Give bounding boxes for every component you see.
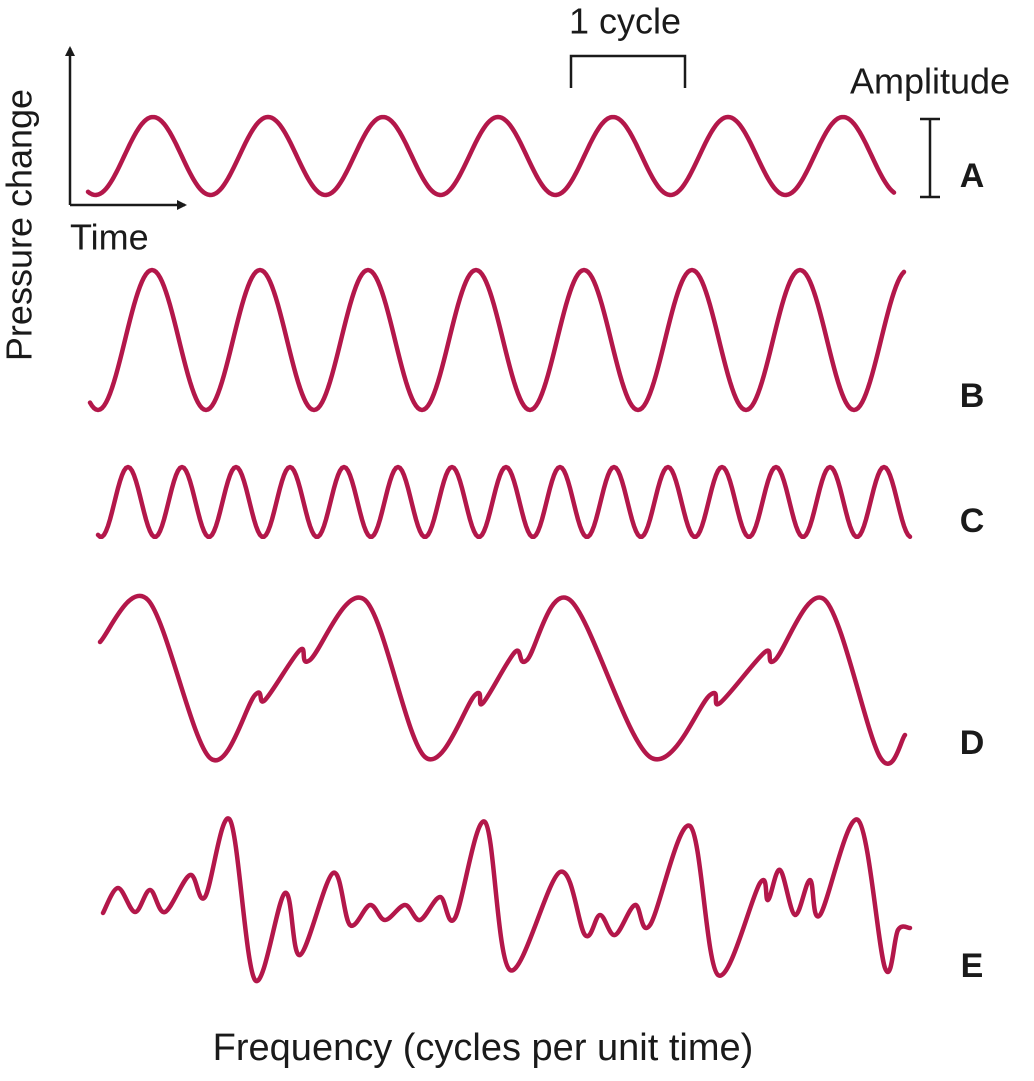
waveform (95, 464, 913, 540)
wave-label: E (961, 947, 984, 985)
y-axis-label: Pressure change (0, 89, 40, 361)
waveform (97, 594, 908, 766)
footer-label: Frequency (cycles per unit time) (213, 1027, 754, 1069)
waveform (100, 816, 913, 984)
cycle-bracket (569, 54, 687, 88)
wave-label: A (960, 157, 985, 195)
wave-label: C (960, 502, 985, 540)
wave-label: B (960, 377, 985, 415)
cycle-label: 1 cycle (569, 1, 681, 42)
wave-label: D (960, 724, 985, 762)
amplitude-bar (920, 117, 940, 199)
amplitude-label: Amplitude (850, 61, 1010, 102)
x-axis-label: Time (70, 217, 149, 258)
waveform (87, 267, 907, 413)
waveform (85, 114, 897, 198)
